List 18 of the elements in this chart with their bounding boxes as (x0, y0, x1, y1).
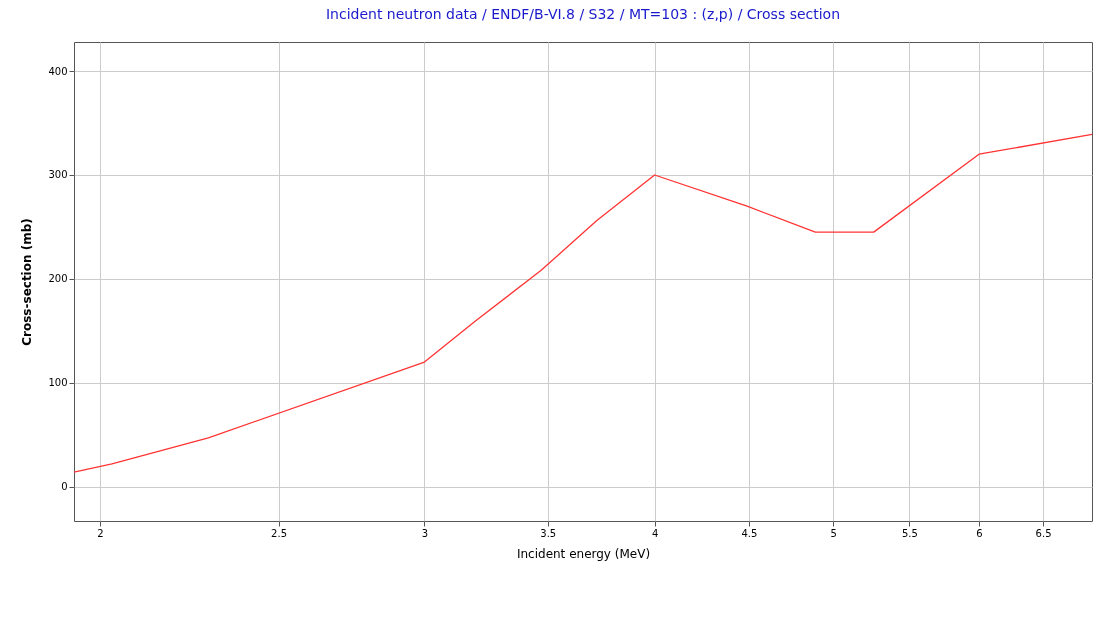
y-tick-label: 400 (48, 65, 68, 77)
x-tick-label: 3 (421, 527, 429, 539)
x-tick-label: 5 (830, 527, 837, 539)
y-tick-label: 200 (48, 273, 68, 285)
y-tick-label: 0 (61, 481, 68, 493)
y-tick-label: 300 (48, 169, 68, 181)
x-tick-label: 6.5 (1035, 527, 1052, 539)
x-tick-label: 5.5 (901, 527, 918, 539)
y-tick-label: 100 (48, 377, 68, 389)
y-axis-title: Cross-section (mb) (20, 218, 35, 346)
x-tick-label: 4 (651, 527, 659, 539)
x-tick-label: 6 (976, 527, 983, 539)
x-tick-label: 2 (97, 527, 104, 539)
x-tick-label: 3.5 (540, 527, 557, 539)
chart-title: Incident neutron data / ENDF/B-VI.8 / S32 / MT=103 : (z,p) / Cross section (325, 6, 841, 22)
x-tick-label: 4.5 (741, 527, 758, 539)
x-tick-label: 2.5 (271, 527, 288, 539)
x-axis-title: Incident energy (MeV) (516, 546, 651, 561)
